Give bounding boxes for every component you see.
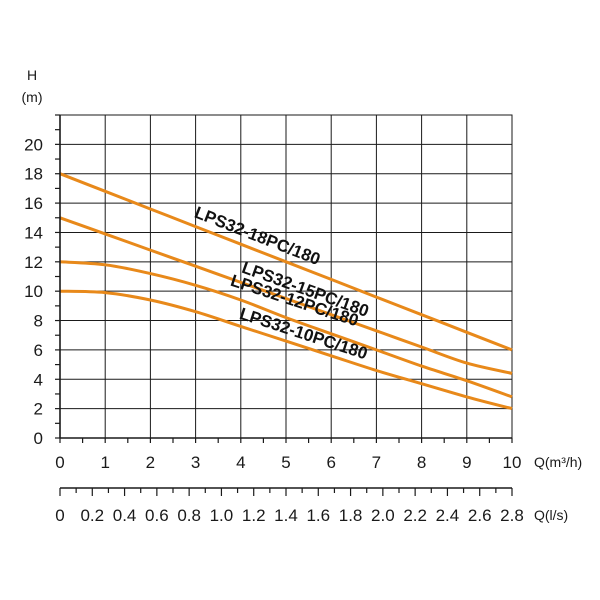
x-tick-label: 3 [191,453,200,472]
y-tick-label: 18 [24,165,43,184]
y-tick-label: 4 [34,370,43,389]
x2-tick-label: 0 [55,506,64,525]
x2-tick-label: 1.0 [210,506,234,525]
y-tick-label: 8 [34,312,43,331]
curve-LPS32-12PC/180 [59,260,513,399]
curve-LPS32-10PC/180 [59,289,513,411]
x2-tick-label: 2.2 [403,506,427,525]
curve-LPS32-18PC/180 [59,172,513,352]
x-tick-label: 10 [503,453,522,472]
x2-tick-label: 2.8 [500,506,524,525]
x2-tick-label: 2.6 [468,506,492,525]
x2-tick-label: 2.4 [436,506,460,525]
x-axis-title: Q(m³/h) [534,454,582,470]
x-tick-label: 9 [462,453,471,472]
x-tick-label: 1 [100,453,109,472]
y-axis-unit: (m) [22,89,43,105]
curve-LPS32-15PC/180 [59,216,513,375]
axes [55,114,513,496]
x2-tick-label: 1.6 [306,506,330,525]
y-tick-label: 12 [24,253,43,272]
x-tick-label: 5 [281,453,290,472]
x-tick-label: 2 [146,453,155,472]
y-tick-label: 10 [24,282,43,301]
x-tick-label: 6 [326,453,335,472]
x-tick-label: 0 [55,453,64,472]
x-tick-label: 8 [417,453,426,472]
x2-tick-label: 1.2 [242,506,266,525]
x2-axis-title: Q(l/s) [534,507,568,523]
y-tick-label: 0 [34,429,43,448]
x2-tick-label: 0.4 [113,506,137,525]
x2-tick-label: 0.6 [145,506,169,525]
y-tick-label: 20 [24,135,43,154]
x2-tick-label: 1.8 [339,506,363,525]
curve-label-LPS32-18PC/180: LPS32-18PC/180 [192,203,323,269]
x2-tick-label: 1.4 [274,506,298,525]
y-tick-label: 6 [34,341,43,360]
x-tick-label: 7 [372,453,381,472]
curves [59,172,513,411]
x2-tick-label: 2.0 [371,506,395,525]
x2-tick-label: 0.2 [80,506,104,525]
y-tick-label: 16 [24,194,43,213]
x2-tick-label: 0.8 [177,506,201,525]
y-axis-title: H [27,67,37,83]
y-tick-label: 2 [34,400,43,419]
x-tick-label: 4 [236,453,245,472]
y-tick-label: 14 [24,223,43,242]
